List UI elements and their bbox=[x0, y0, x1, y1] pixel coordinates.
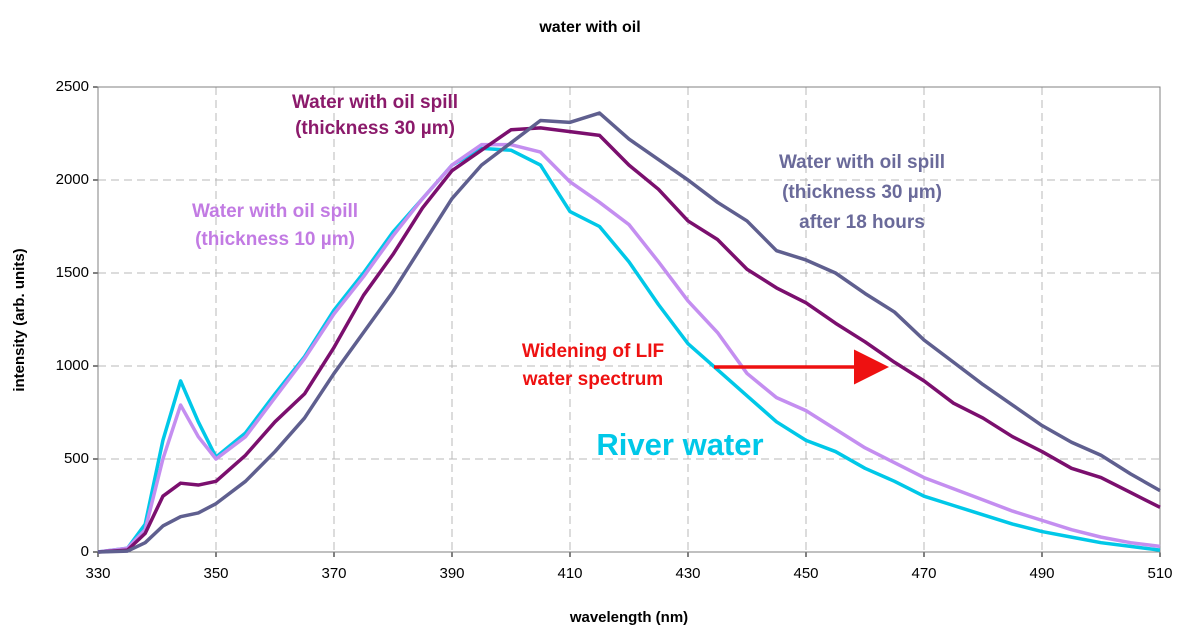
annotation: River water bbox=[596, 427, 763, 462]
x-axis-label: wavelength (nm) bbox=[569, 609, 688, 626]
annotation: (thickness 10 µm) bbox=[195, 229, 355, 250]
x-tick-label: 370 bbox=[321, 565, 346, 582]
x-tick-label: 350 bbox=[203, 565, 228, 582]
y-tick-label: 500 bbox=[64, 450, 89, 467]
x-tick-label: 330 bbox=[85, 565, 110, 582]
y-tick-label: 1000 bbox=[56, 357, 89, 374]
annotation: Water with oil spill bbox=[779, 152, 945, 173]
x-tick-label: 470 bbox=[911, 565, 936, 582]
y-tick-label: 0 bbox=[81, 543, 89, 560]
x-tick-label: 450 bbox=[793, 565, 818, 582]
y-tick-label: 2000 bbox=[56, 171, 89, 188]
annotation: Widening of LIF bbox=[522, 341, 664, 362]
series-line bbox=[97, 111, 1161, 554]
series-line bbox=[97, 142, 1161, 554]
x-tick-label: 430 bbox=[675, 565, 700, 582]
annotation: (thickness 30 µm) bbox=[295, 118, 455, 139]
x-tick-label: 510 bbox=[1147, 565, 1172, 582]
x-tick-label: 410 bbox=[557, 565, 582, 582]
x-tick-label: 490 bbox=[1029, 565, 1054, 582]
annotation: water spectrum bbox=[522, 369, 663, 390]
y-axis-label: intensity (arb. units) bbox=[11, 248, 28, 391]
annotation: Water with oil spill bbox=[192, 201, 358, 222]
annotation: Water with oil spill bbox=[292, 92, 458, 113]
x-tick-label: 390 bbox=[439, 565, 464, 582]
annotation: (thickness 30 µm) bbox=[782, 182, 942, 203]
y-tick-label: 1500 bbox=[56, 264, 89, 281]
plot-border bbox=[97, 86, 1161, 553]
series-line bbox=[97, 146, 1161, 554]
series-line bbox=[97, 126, 1161, 554]
chart-title: water with oil bbox=[538, 19, 640, 36]
y-tick-label: 2500 bbox=[56, 78, 89, 95]
annotation: after 18 hours bbox=[799, 212, 925, 233]
